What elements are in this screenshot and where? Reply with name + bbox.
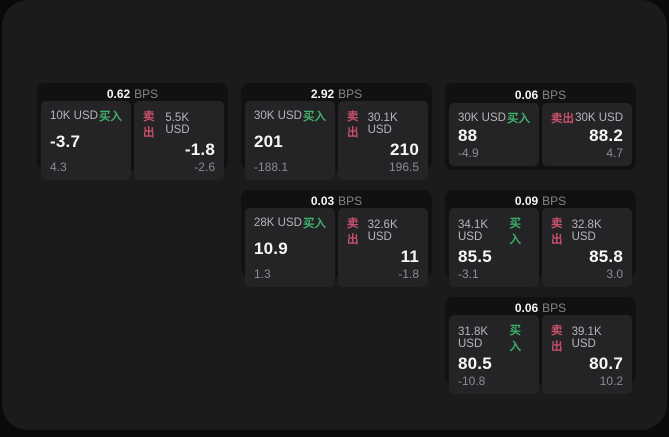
- sell-price: 88.2: [589, 126, 623, 145]
- buy-panel[interactable]: 28K USD 买入 10.9 1.3: [245, 208, 335, 287]
- sell-tag: 卖出: [347, 111, 359, 139]
- buy-amount: 31.8K USD: [458, 326, 489, 350]
- bps-unit-label: BPS: [542, 194, 567, 208]
- sell-price: 210: [390, 140, 419, 159]
- card-header: 0.06 BPS: [449, 87, 632, 103]
- card-header: 0.03 BPS: [245, 194, 428, 208]
- card-header: 0.09 BPS: [449, 194, 632, 208]
- sell-tag: 卖出: [347, 218, 359, 246]
- bps-value: 2.92: [310, 87, 335, 101]
- buy-panel[interactable]: 30K USD 买入 88 -4.9: [449, 103, 539, 166]
- buy-tag: 买入: [509, 325, 521, 353]
- sell-amount: 32.6K USD: [367, 219, 398, 243]
- buy-price: 88: [458, 126, 478, 145]
- buy-amount: 10K USD: [50, 110, 98, 122]
- sell-amount: 30.1K USD: [367, 112, 398, 136]
- bps-value: 0.62: [106, 87, 131, 101]
- sell-price: 85.8: [589, 247, 623, 266]
- sell-panel[interactable]: 卖出 30.1K USD 210 196.5: [338, 101, 428, 180]
- buy-price: -3.7: [50, 132, 81, 151]
- quote-card: 0.06 BPS 30K USD 买入 88 -4.9 卖出 30K USD: [445, 83, 636, 170]
- sell-change: -1.8: [398, 267, 419, 281]
- buy-panel[interactable]: 31.8K USD 买入 80.5 -10.8: [449, 315, 539, 394]
- sell-panel[interactable]: 卖出 5.5K USD -1.8 -2.6: [134, 101, 224, 180]
- sell-change: 3.0: [606, 267, 623, 281]
- sell-tag: 卖出: [551, 325, 563, 353]
- card-header: 0.62 BPS: [41, 87, 224, 101]
- buy-amount: 34.1K USD: [458, 219, 489, 243]
- quote-card: 0.62 BPS 10K USD 买入 -3.7 4.3 卖出 5.5K USD: [37, 83, 228, 180]
- buy-sell-panels: 10K USD 买入 -3.7 4.3 卖出 5.5K USD -1.8 -2.…: [41, 101, 224, 180]
- sell-change: -2.6: [194, 160, 215, 174]
- quote-card: 2.92 BPS 30K USD 买入 201 -188.1 卖出 30.1K …: [241, 83, 432, 180]
- sell-amount: 30K USD: [575, 112, 623, 124]
- bps-unit-label: BPS: [338, 194, 363, 208]
- bps-unit-label: BPS: [542, 301, 567, 315]
- buy-amount: 30K USD: [254, 110, 302, 122]
- buy-tag: 买入: [509, 218, 521, 246]
- buy-price: 10.9: [254, 239, 288, 258]
- buy-change: -10.8: [458, 374, 486, 388]
- buy-price: 85.5: [458, 247, 492, 266]
- quote-card: 0.09 BPS 34.1K USD 买入 85.5 -3.1 卖出 32.8K…: [445, 190, 636, 287]
- quote-card: 0.06 BPS 31.8K USD 买入 80.5 -10.8 卖出 39.1…: [445, 297, 636, 394]
- sell-tag: 卖出: [551, 113, 574, 125]
- bps-value: 0.09: [514, 194, 539, 208]
- buy-change: 4.3: [50, 160, 67, 174]
- buy-panel[interactable]: 34.1K USD 买入 85.5 -3.1: [449, 208, 539, 287]
- sell-amount: 39.1K USD: [571, 326, 602, 350]
- buy-tag: 买入: [303, 218, 326, 230]
- quote-card: 0.03 BPS 28K USD 买入 10.9 1.3 卖出 32.6K US…: [241, 190, 432, 287]
- sell-amount: 32.8K USD: [571, 219, 602, 243]
- bps-value: 0.06: [514, 301, 539, 315]
- buy-sell-panels: 30K USD 买入 88 -4.9 卖出 30K USD 88.2 4.7: [449, 103, 632, 166]
- buy-amount: 28K USD: [254, 217, 302, 229]
- buy-tag: 买入: [303, 111, 326, 123]
- bps-unit-label: BPS: [134, 87, 159, 101]
- bps-value: 0.03: [310, 194, 335, 208]
- bps-unit-label: BPS: [338, 87, 363, 101]
- app-window: 0.62 BPS 10K USD 买入 -3.7 4.3 卖出 5.5K USD: [2, 0, 667, 430]
- sell-tag: 卖出: [143, 111, 155, 139]
- buy-panel[interactable]: 30K USD 买入 201 -188.1: [245, 101, 335, 180]
- sell-change: 10.2: [599, 374, 623, 388]
- buy-sell-panels: 28K USD 买入 10.9 1.3 卖出 32.6K USD 11 -1.8: [245, 208, 428, 287]
- bps-unit-label: BPS: [542, 88, 567, 102]
- sell-panel[interactable]: 卖出 32.8K USD 85.8 3.0: [542, 208, 632, 287]
- buy-change: -4.9: [458, 146, 479, 160]
- sell-panel[interactable]: 卖出 30K USD 88.2 4.7: [542, 103, 632, 166]
- sell-tag: 卖出: [551, 218, 563, 246]
- buy-amount: 30K USD: [458, 112, 506, 124]
- buy-tag: 买入: [507, 113, 530, 125]
- buy-price: 201: [254, 132, 283, 151]
- buy-change: -188.1: [254, 160, 289, 174]
- sell-panel[interactable]: 卖出 32.6K USD 11 -1.8: [338, 208, 428, 287]
- sell-panel[interactable]: 卖出 39.1K USD 80.7 10.2: [542, 315, 632, 394]
- sell-change: 4.7: [606, 146, 623, 160]
- card-header: 0.06 BPS: [449, 301, 632, 315]
- buy-panel[interactable]: 10K USD 买入 -3.7 4.3: [41, 101, 131, 180]
- sell-price: -1.8: [184, 140, 215, 159]
- buy-tag: 买入: [99, 111, 122, 123]
- buy-sell-panels: 30K USD 买入 201 -188.1 卖出 30.1K USD 210 1…: [245, 101, 428, 180]
- buy-change: 1.3: [254, 267, 271, 281]
- buy-sell-panels: 31.8K USD 买入 80.5 -10.8 卖出 39.1K USD 80.…: [449, 315, 632, 394]
- bps-value: 0.06: [514, 88, 539, 102]
- sell-price: 80.7: [589, 354, 623, 373]
- buy-change: -3.1: [458, 267, 479, 281]
- sell-change: 196.5: [388, 160, 419, 174]
- quote-grid: 0.62 BPS 10K USD 买入 -3.7 4.3 卖出 5.5K USD: [37, 83, 636, 394]
- buy-price: 80.5: [458, 354, 492, 373]
- sell-price: 11: [400, 247, 419, 266]
- buy-sell-panels: 34.1K USD 买入 85.5 -3.1 卖出 32.8K USD 85.8…: [449, 208, 632, 287]
- card-header: 2.92 BPS: [245, 87, 428, 101]
- sell-amount: 5.5K USD: [165, 112, 190, 136]
